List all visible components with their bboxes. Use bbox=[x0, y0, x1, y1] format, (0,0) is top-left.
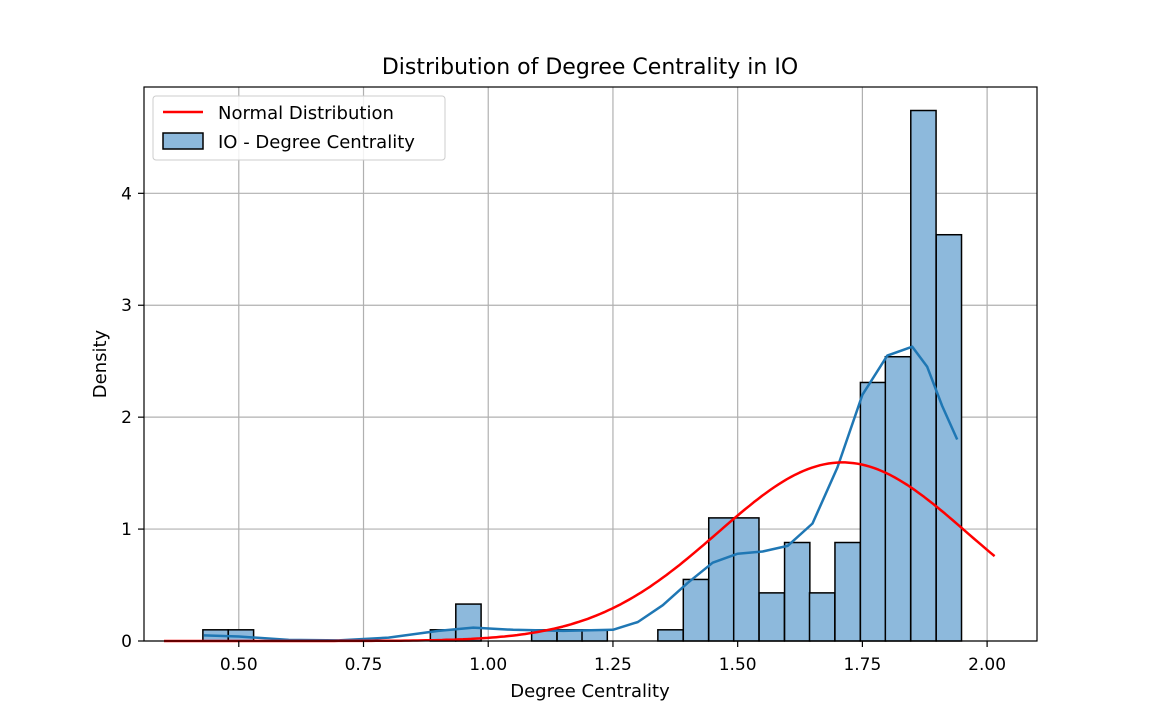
x-tick-label: 1.25 bbox=[594, 655, 632, 675]
x-tick-label: 1.00 bbox=[469, 655, 507, 675]
x-axis-ticks: 0.50 0.75 1.00 1.25 1.50 1.75 2.00 bbox=[220, 641, 1006, 675]
legend: Normal Distribution IO - Degree Centrali… bbox=[152, 95, 446, 161]
legend-histogram-swatch bbox=[162, 132, 204, 150]
x-tick-label: 2.00 bbox=[968, 655, 1006, 675]
y-tick-label: 1 bbox=[121, 520, 132, 540]
histogram-bar bbox=[884, 355, 912, 642]
chart-title: Distribution of Degree Centrality in IO bbox=[382, 55, 798, 80]
histogram-bar bbox=[682, 578, 710, 642]
histogram-bar bbox=[808, 592, 836, 642]
kde-curve bbox=[203, 345, 959, 642]
histogram-bar bbox=[732, 517, 760, 642]
histogram-bar bbox=[859, 381, 887, 642]
histogram-bar bbox=[910, 109, 937, 642]
x-axis-label: Degree Centrality bbox=[510, 681, 670, 702]
histogram-bar bbox=[783, 541, 811, 642]
histogram-bar bbox=[657, 629, 684, 642]
y-tick-label: 0 bbox=[121, 632, 132, 652]
histogram-bar bbox=[834, 541, 861, 642]
x-tick-label: 0.75 bbox=[345, 655, 383, 675]
y-axis-label: Density bbox=[90, 329, 111, 398]
legend-normal-label: Normal Distribution bbox=[218, 103, 394, 124]
histogram-bar bbox=[455, 603, 482, 642]
y-axis-ticks: 0 1 2 3 4 bbox=[121, 184, 144, 652]
x-tick-label: 0.50 bbox=[220, 655, 258, 675]
legend-box bbox=[152, 95, 446, 161]
plot-area-frame bbox=[143, 86, 1038, 642]
y-tick-label: 3 bbox=[121, 296, 132, 316]
y-tick-label: 4 bbox=[121, 184, 132, 204]
x-tick-label: 1.75 bbox=[843, 655, 881, 675]
y-tick-label: 2 bbox=[121, 408, 132, 428]
legend-histogram-label: IO - Degree Centrality bbox=[218, 132, 415, 153]
histogram-bar bbox=[758, 592, 786, 642]
x-tick-label: 1.50 bbox=[719, 655, 757, 675]
